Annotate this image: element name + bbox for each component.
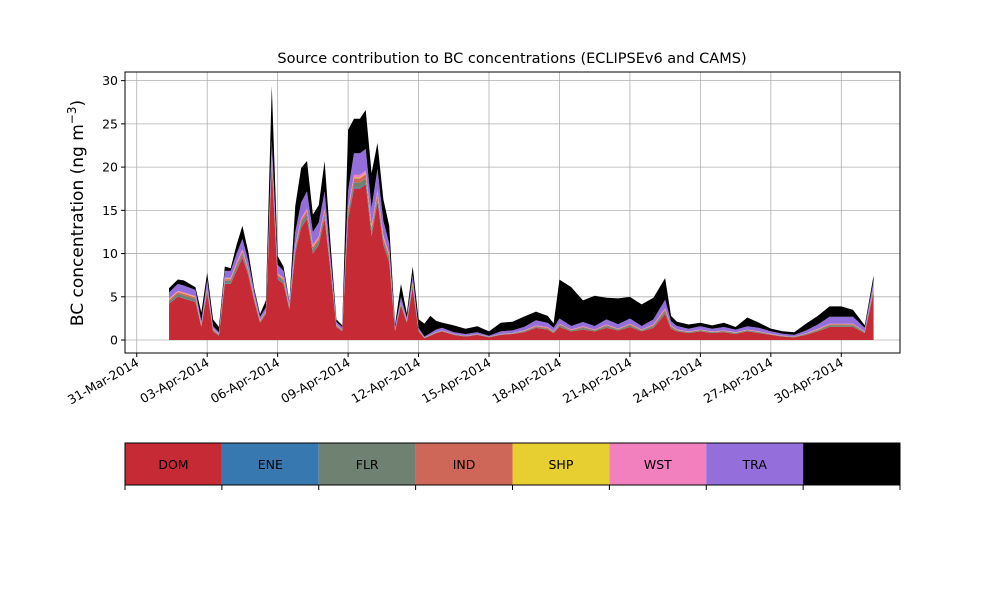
legend-swatch-flr [318, 443, 416, 485]
y-axis-label-text: BC concentration (ng m [68, 124, 88, 326]
legend-swatch-ind [415, 443, 513, 485]
x-tick-label: 12-Apr-2014 [349, 355, 423, 407]
y-tick-label: 10 [102, 246, 118, 261]
legend-swatch-wst [609, 443, 707, 485]
x-tick-label: 31-Mar-2014 [65, 355, 141, 408]
y-axis-label-superscript: −3 [65, 106, 79, 124]
legend-label: SHP [549, 457, 574, 472]
y-axis-label: BC concentration (ng m−3) [65, 100, 88, 326]
x-axis: 31-Mar-201403-Apr-201406-Apr-201409-Apr-… [65, 353, 846, 407]
y-tick-label: 5 [110, 289, 118, 304]
area-bb [169, 85, 874, 337]
stacked-areas [169, 85, 874, 341]
legend-label: FLR [356, 457, 379, 472]
y-axis: 0 5 10 15 20 25 30 [102, 73, 125, 348]
legend-swatch-shp [512, 443, 610, 485]
legend-swatch-dom [125, 443, 222, 485]
legend-swatch-ene [221, 443, 319, 485]
legend-label: ENE [258, 457, 283, 472]
x-tick-label: 21-Apr-2014 [560, 355, 634, 407]
x-tick-label: 15-Apr-2014 [419, 355, 493, 407]
y-tick-label: 15 [102, 203, 118, 218]
plot-frame [124, 71, 901, 354]
legend-label: BB [843, 457, 860, 472]
chart-title: Source contribution to BC concentrations… [277, 51, 746, 67]
legend-label: IND [453, 457, 476, 472]
legend-label: TRA [742, 457, 768, 472]
x-tick-label: 30-Apr-2014 [771, 355, 845, 407]
y-tick-label: 20 [102, 160, 118, 175]
x-tick-label: 27-Apr-2014 [701, 355, 775, 407]
legend-swatch-tra [706, 443, 804, 485]
legend-label: WST [644, 457, 672, 472]
x-tick-label: 09-Apr-2014 [278, 355, 352, 407]
y-tick-label: 30 [102, 73, 118, 88]
legend: DOM ENE FLR IND SHP WST TRA BB [124, 442, 901, 490]
legend-label: DOM [158, 457, 188, 472]
legend-swatch-bb [803, 443, 900, 485]
y-tick-label: 25 [102, 116, 118, 131]
y-axis-label-end: ) [68, 100, 88, 107]
x-tick-label: 18-Apr-2014 [490, 355, 564, 407]
area-dom [169, 167, 874, 341]
x-tick-label: 03-Apr-2014 [137, 355, 211, 407]
y-tick-label: 0 [110, 333, 118, 348]
x-tick-label: 06-Apr-2014 [208, 355, 282, 407]
x-tick-label: 24-Apr-2014 [630, 355, 704, 407]
